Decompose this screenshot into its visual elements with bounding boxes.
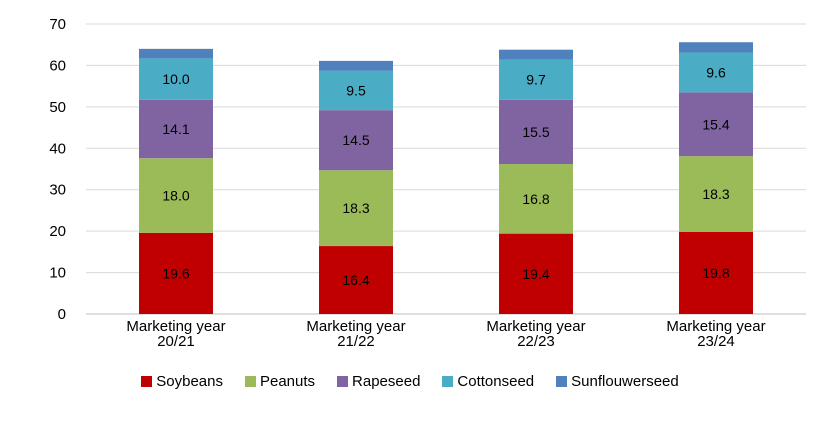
bar-peanuts	[319, 170, 393, 247]
y-tick-label: 30	[49, 182, 66, 199]
legend: Soybeans Peanuts Rapeseed Cottonseed Sunflou…	[0, 373, 820, 390]
y-tick-label: 50	[49, 99, 66, 116]
legend-label: Soybeans	[156, 373, 223, 390]
data-label: 18.3	[702, 186, 729, 202]
bar-rapeseed	[679, 92, 753, 157]
data-label: 15.4	[702, 116, 729, 132]
bar-sunflouwerseed	[679, 42, 753, 53]
legend-swatch	[556, 376, 568, 387]
bar-soybeans	[499, 233, 573, 314]
data-label: 9.5	[346, 82, 366, 98]
y-tick-label: 20	[49, 223, 66, 240]
bar-soybeans	[679, 231, 753, 314]
data-label: 9.6	[706, 64, 726, 80]
data-label: 18.0	[162, 188, 189, 204]
legend-item: Cottonseed	[442, 373, 534, 390]
legend-swatch	[442, 376, 454, 387]
bar-peanuts	[679, 156, 753, 232]
data-label: 14.1	[162, 121, 189, 137]
legend-item: Sunflouwerseed	[556, 373, 679, 390]
data-label: 18.3	[342, 200, 369, 216]
data-label: 9.7	[526, 72, 546, 88]
legend-swatch	[141, 376, 153, 387]
bar-cottonseed	[499, 59, 573, 100]
bar-peanuts	[139, 158, 213, 233]
legend-label: Rapeseed	[352, 373, 421, 390]
bar-cottonseed	[319, 70, 393, 111]
x-tick-label: 23/24	[697, 333, 735, 350]
x-tick-label: 22/23	[517, 333, 555, 350]
legend-swatch	[337, 376, 349, 387]
bar-rapeseed	[139, 99, 213, 159]
bar-peanuts	[499, 164, 573, 234]
bar-sunflouwerseed	[319, 60, 393, 71]
bar-soybeans	[319, 246, 393, 314]
y-tick-label: 70	[49, 16, 66, 33]
x-tick-label: Marketing year	[486, 318, 585, 335]
legend-item: Peanuts	[244, 373, 316, 390]
data-label: 10.0	[162, 71, 189, 87]
bar-sunflouwerseed	[139, 48, 213, 59]
bar-sunflouwerseed	[499, 49, 573, 60]
legend-label: Cottonseed	[457, 373, 535, 390]
x-tick-label: Marketing year	[666, 318, 765, 335]
data-label: 19.6	[162, 265, 189, 281]
x-tick-label: 21/22	[337, 333, 375, 350]
bar-rapeseed	[319, 110, 393, 171]
data-label: 14.5	[342, 132, 369, 148]
y-tick-label: 60	[49, 57, 66, 74]
bar-cottonseed	[679, 52, 753, 93]
y-tick-label: 10	[49, 265, 66, 282]
legend-label: Sunflouwerseed	[571, 373, 679, 390]
bar-rapeseed	[499, 99, 573, 165]
data-label: 19.4	[522, 266, 549, 282]
x-tick-label: Marketing year	[126, 318, 225, 335]
x-tick-label: 20/21	[157, 333, 195, 350]
data-label: 16.4	[342, 272, 369, 288]
y-tick-label: 40	[49, 140, 66, 157]
data-label: 15.5	[522, 124, 549, 140]
x-tick-label: Marketing year	[306, 318, 405, 335]
legend-item: Rapeseed	[337, 373, 420, 390]
data-label: 16.8	[522, 191, 549, 207]
bar-cottonseed	[139, 58, 213, 100]
bar-soybeans	[139, 232, 213, 314]
legend-item: Soybeans	[141, 373, 223, 390]
legend-swatch	[244, 376, 256, 387]
y-tick-label: 0	[58, 306, 66, 323]
legend-label: Peanuts	[259, 373, 316, 390]
data-label: 19.8	[702, 265, 729, 281]
